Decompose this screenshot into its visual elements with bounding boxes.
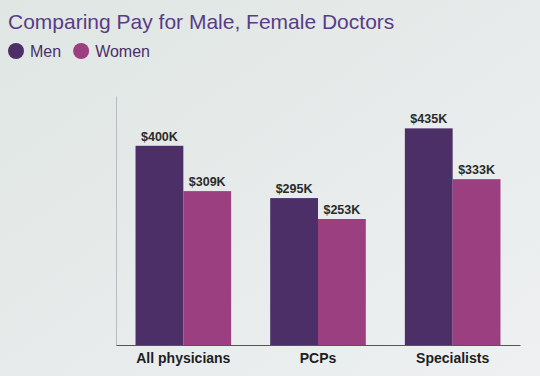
legend-item: Women xyxy=(73,43,150,60)
legend-label: Men xyxy=(30,43,61,60)
legend-item: Men xyxy=(8,43,61,60)
data-label: $295K xyxy=(276,182,313,196)
x-tick-label: PCPs xyxy=(300,350,337,366)
bar xyxy=(270,198,318,345)
x-axis-line xyxy=(117,345,521,346)
bars xyxy=(136,128,501,345)
bar xyxy=(405,128,453,345)
data-label: $253K xyxy=(323,203,360,217)
data-label: $333K xyxy=(458,163,495,177)
legend-label: Women xyxy=(95,43,150,60)
y-axis-line xyxy=(116,97,117,346)
data-label: $435K xyxy=(410,112,447,126)
bar xyxy=(183,191,231,345)
data-labels: $400K $295K $435K $309K $253K $333K xyxy=(141,112,495,217)
bar xyxy=(453,179,501,345)
x-tick-label: Specialists xyxy=(416,350,489,366)
bar xyxy=(136,146,184,345)
x-tick: All physicians xyxy=(136,345,230,366)
data-label: $309K xyxy=(189,175,226,189)
bar xyxy=(318,219,366,345)
x-axis: All physicians PCPs Specialists xyxy=(117,345,521,366)
background xyxy=(0,0,540,376)
x-tick: PCPs xyxy=(300,345,337,366)
legend-swatch xyxy=(73,43,89,59)
title: Comparing Pay for Male, Female Doctors xyxy=(8,10,394,33)
x-tick-label: All physicians xyxy=(136,350,230,366)
x-tick: Specialists xyxy=(416,345,489,366)
legend-swatch xyxy=(8,43,24,59)
y-axis xyxy=(116,97,117,346)
chart: Comparing Pay for Male, Female Doctors Me… xyxy=(0,0,540,376)
data-label: $400K xyxy=(141,130,178,144)
